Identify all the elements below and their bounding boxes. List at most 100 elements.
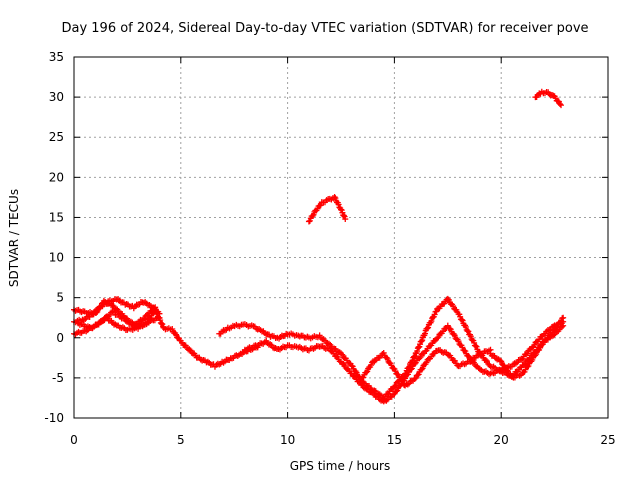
data-point [504, 368, 511, 375]
data-point [335, 201, 342, 208]
data-point [558, 102, 565, 109]
data-point [156, 314, 163, 321]
data-point [467, 333, 474, 340]
plot-frame [73, 56, 609, 419]
data-point [556, 100, 563, 107]
data-point [342, 216, 349, 223]
data-point [560, 322, 567, 329]
data-point [523, 351, 530, 358]
y-tick-label: -10 [44, 411, 64, 425]
data-point [150, 305, 157, 312]
data-point [317, 334, 324, 341]
data-point [558, 323, 565, 330]
x-tick-label: 5 [177, 433, 185, 447]
y-tick-label: 0 [56, 331, 64, 345]
data-point [451, 332, 458, 339]
data-point [390, 391, 397, 398]
data-point [355, 378, 362, 385]
x-tick-label: 0 [70, 433, 78, 447]
data-point [419, 365, 426, 372]
y-tick-label: 10 [49, 251, 64, 265]
series-track-d [75, 304, 159, 332]
data-point [102, 314, 109, 321]
data-point [267, 341, 274, 348]
data-point [546, 327, 553, 334]
data-point [112, 321, 119, 328]
y-tick-label: 15 [49, 210, 64, 224]
data-point [458, 316, 465, 323]
x-axis-label: GPS time / hours [290, 459, 391, 473]
data-point [331, 193, 338, 200]
data-point [368, 362, 375, 369]
data-point [483, 358, 490, 365]
x-tick-label: 15 [387, 433, 402, 447]
data-point [496, 357, 503, 364]
data-point [383, 354, 390, 361]
data-point [428, 318, 435, 325]
data-point [524, 363, 531, 370]
data-point [407, 366, 414, 373]
data-point [465, 328, 472, 335]
data-point [459, 317, 466, 324]
data-point [340, 361, 347, 368]
data-point [310, 211, 317, 218]
data-point [317, 202, 324, 209]
data-point [339, 351, 346, 358]
data-point [422, 330, 429, 337]
tick-labels: 0 5 10 15 20 25 -10 -5 0 5 10 15 20 25 30 35 [44, 50, 615, 447]
x-tick-label: 10 [280, 433, 295, 447]
data-point [482, 357, 489, 363]
series-track-j [532, 88, 565, 109]
data-point [309, 212, 316, 219]
data-point [550, 332, 557, 339]
data-point [380, 349, 387, 356]
data-point [445, 296, 452, 303]
data-point [364, 368, 371, 375]
data-point [129, 322, 136, 329]
data-point [465, 352, 472, 359]
data-point [518, 356, 525, 363]
data-point [109, 302, 116, 309]
data-point [348, 362, 355, 369]
series-track-i [305, 193, 349, 225]
data-point [444, 295, 451, 302]
data-point [89, 311, 96, 318]
series-track-h [487, 322, 567, 381]
data-point [360, 384, 367, 391]
data-point [186, 346, 193, 353]
data-point [418, 366, 425, 373]
data-point [352, 368, 359, 375]
data-point [416, 355, 423, 362]
data-point [402, 382, 409, 389]
data-point [533, 351, 540, 358]
series-track-c [71, 313, 163, 338]
data-point [376, 396, 383, 403]
data-point [462, 324, 469, 331]
y-tick-label: 35 [49, 50, 64, 64]
data-point [411, 360, 418, 367]
data-point [525, 362, 532, 369]
data-point [454, 362, 461, 369]
y-tick-label: 5 [56, 291, 64, 305]
data-point [100, 317, 107, 324]
data-point [398, 376, 405, 383]
data-point [152, 304, 159, 311]
axis-ticks [73, 56, 609, 419]
data-point [411, 376, 418, 383]
data-point [473, 343, 480, 350]
chart-title: Day 196 of 2024, Sidereal Day-to-day VTE… [61, 21, 588, 36]
data-points [71, 88, 567, 405]
y-tick-label: -5 [52, 371, 64, 385]
data-point [447, 326, 454, 333]
y-axis-label: SDTVAR / TECUs [7, 189, 21, 287]
data-point [272, 344, 279, 351]
data-point [504, 367, 511, 374]
data-point [169, 325, 176, 332]
y-tick-label: 30 [49, 90, 64, 104]
series-track-f [241, 318, 567, 405]
x-tick-label: 20 [494, 433, 509, 447]
data-point [419, 337, 426, 344]
data-point [384, 356, 391, 363]
data-point [368, 389, 375, 396]
